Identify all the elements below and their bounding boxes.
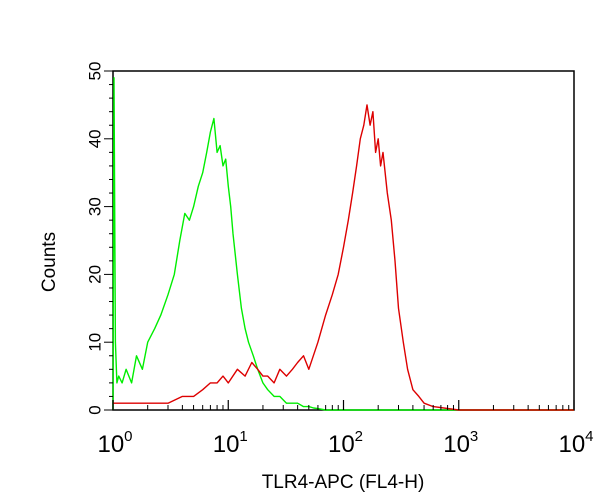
y-tick-label: 50 (86, 62, 105, 81)
y-tick-label: 0 (86, 405, 105, 414)
y-axis-title: Counts (39, 232, 60, 292)
series-line-2 (113, 104, 574, 411)
y-axis: 0 10 20 30 40 50 (86, 62, 113, 415)
y-tick-label: 40 (86, 129, 105, 148)
y-tick-label: 10 (86, 333, 105, 352)
series-line-1 (112, 77, 574, 411)
x-tick-label: 103 (443, 428, 478, 458)
x-tick-label: 101 (213, 428, 248, 458)
x-tick-label: 102 (328, 428, 363, 458)
x-tick-label: 104 (558, 428, 593, 458)
x-axis-title: TLR4-APC (FL4-H) (262, 472, 425, 493)
series-layer (112, 77, 574, 411)
x-axis: 100 101 102 103 104 (97, 400, 594, 458)
x-tick-label: 100 (97, 428, 132, 458)
plot-frame (112, 70, 575, 411)
y-tick-label: 20 (86, 265, 105, 284)
y-tick-label: 30 (86, 197, 105, 216)
